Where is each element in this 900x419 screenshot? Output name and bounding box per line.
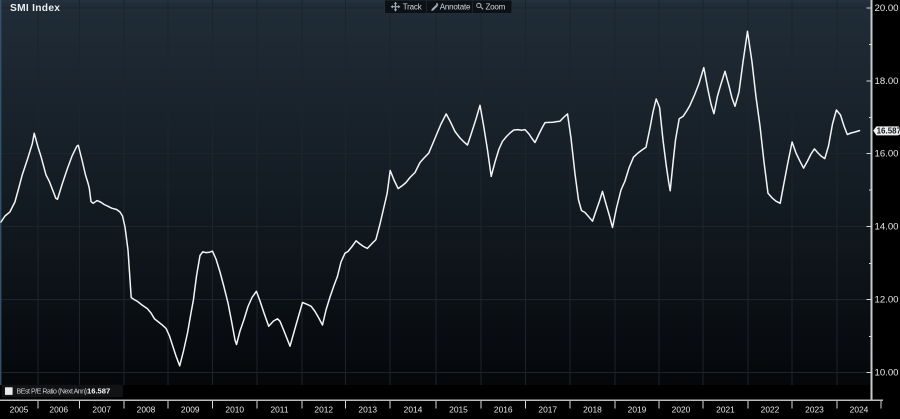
- svg-text:2007: 2007: [92, 405, 111, 415]
- svg-text:2017: 2017: [538, 405, 557, 415]
- svg-text:Annotate: Annotate: [440, 3, 471, 12]
- svg-text:2006: 2006: [49, 405, 68, 415]
- svg-text:20.00: 20.00: [875, 3, 899, 14]
- svg-text:10.00: 10.00: [875, 368, 899, 379]
- svg-text:2018: 2018: [583, 405, 602, 415]
- svg-text:2009: 2009: [181, 405, 200, 415]
- svg-text:2008: 2008: [137, 405, 156, 415]
- svg-text:2011: 2011: [270, 405, 288, 415]
- svg-text:2024: 2024: [850, 405, 869, 415]
- svg-text:2010: 2010: [225, 405, 244, 415]
- svg-text:2015: 2015: [449, 405, 468, 415]
- svg-text:BEst P/E Ratio (Next Ann): BEst P/E Ratio (Next Ann): [17, 388, 87, 395]
- svg-text:SMI Index: SMI Index: [10, 3, 60, 14]
- svg-text:2012: 2012: [314, 405, 333, 415]
- svg-text:2022: 2022: [761, 405, 780, 415]
- svg-text:16.00: 16.00: [875, 149, 899, 160]
- svg-text:2013: 2013: [358, 405, 377, 415]
- svg-text:2005: 2005: [10, 405, 29, 415]
- svg-text:12.00: 12.00: [875, 295, 899, 306]
- svg-text:2021: 2021: [716, 405, 735, 415]
- svg-text:2014: 2014: [404, 405, 423, 415]
- svg-text:14.00: 14.00: [875, 222, 899, 233]
- svg-text:18.00: 18.00: [875, 76, 899, 87]
- svg-text:16.587: 16.587: [87, 387, 110, 396]
- svg-text:Track: Track: [403, 3, 423, 12]
- svg-text:2023: 2023: [805, 405, 824, 415]
- svg-text:2016: 2016: [494, 405, 513, 415]
- svg-text:16.587: 16.587: [877, 126, 900, 135]
- svg-text:Zoom: Zoom: [486, 3, 506, 12]
- svg-text:2020: 2020: [672, 405, 691, 415]
- svg-text:2019: 2019: [628, 405, 647, 415]
